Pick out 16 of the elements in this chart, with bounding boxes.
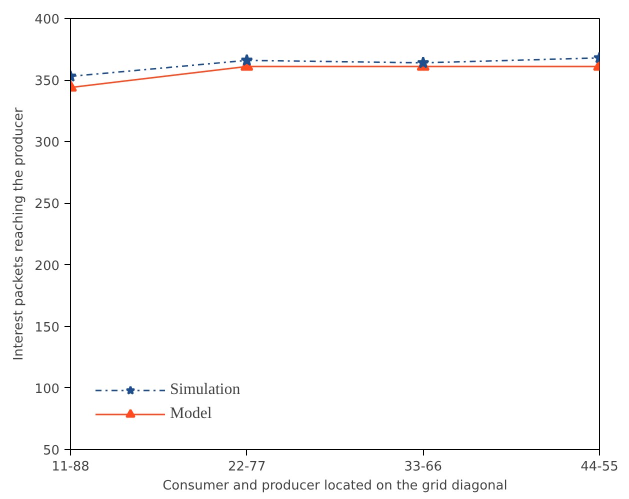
y-tick-label: 50	[42, 444, 60, 458]
y-tick-label: 350	[34, 74, 60, 90]
x-tick-label: 22-77	[228, 460, 266, 474]
y-tick-label: 200	[34, 258, 60, 274]
legend-label: Simulation	[170, 381, 240, 399]
x-tick-label: 33-66	[404, 460, 442, 474]
y-tick-label: 400	[34, 12, 60, 28]
y-tick-label: 150	[34, 320, 60, 336]
legend-label: Model	[170, 405, 212, 423]
y-tick-label: 300	[34, 136, 60, 151]
x-tick-label: 11-88	[52, 460, 90, 474]
y-axis-title: Interest packets reaching the producer	[12, 106, 27, 361]
y-tick-label: 100	[34, 382, 60, 397]
y-tick-label: 250	[34, 197, 60, 212]
x-axis-title: Consumer and producer located on the grid diagonal	[162, 478, 508, 494]
x-tick-label: 44-55	[580, 460, 618, 474]
